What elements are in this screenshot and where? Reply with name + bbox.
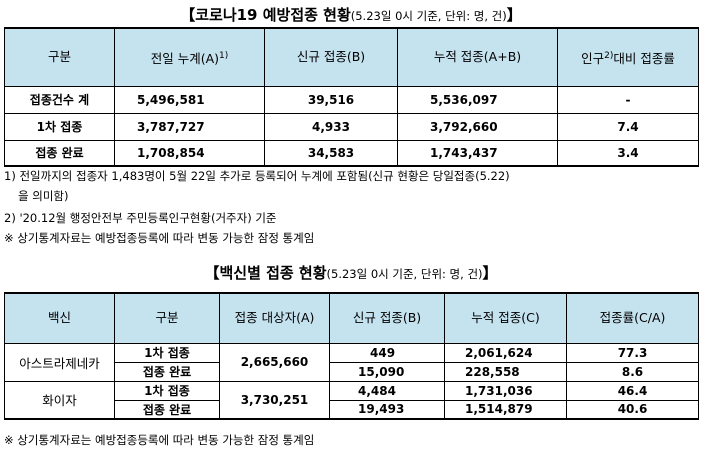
cell-new: 449: [329, 342, 445, 363]
header-category: 구분: [114, 292, 220, 344]
cell-cum: 5,536,097: [397, 85, 558, 114]
cell-cum: 1,731,036: [444, 380, 567, 401]
table-row: 접종 완료 1,708,854 34,583 1,743,437 3.4: [4, 139, 699, 167]
table-row: 접종 완료 19,493 1,514,879 40.6: [4, 399, 699, 420]
table-row: 화이자 1차 접종 3,730,251 4,484 1,731,036 46.4: [4, 380, 699, 420]
cell-rate: -: [557, 85, 699, 114]
row-label: 접종건수 계: [4, 85, 115, 114]
cell-rate: 46.4: [566, 380, 699, 401]
table1-title-end: 】: [506, 6, 522, 24]
footnote-2: 2) '20.12월 행정안전부 주민등록인구현황(거주자) 기준: [4, 211, 277, 225]
footnote-1-line-1: 1) 전일까지의 접종자 1,483명이 5월 22일 추가로 등록되어 누계에…: [4, 169, 510, 183]
cell-rate: 8.6: [566, 361, 699, 382]
cell-cum: 228,558: [444, 361, 567, 382]
cell-rate: 77.3: [566, 342, 699, 363]
header-target: 접종 대상자(A): [219, 292, 330, 344]
table2-header-row: 백신 구분 접종 대상자(A) 신규 접종(B) 누적 접종(C) 접종률(C/…: [4, 292, 699, 344]
cell-prev: 1,708,854: [114, 139, 265, 167]
header-cumulative: 누적 접종(C): [444, 292, 567, 344]
table2-title: 【백신별 접종 현황(5.23일 0시 기준, 단위: 명, 건)】: [0, 262, 702, 283]
header-new: 신규 접종(B): [329, 292, 445, 344]
vaccination-status-table: 구분 전일 누계(A)1) 신규 접종(B) 누적 접종(A+B) 인구2)대비…: [4, 27, 699, 167]
table1-title-main: 【코로나19 예방접종 현황: [180, 6, 351, 24]
vaccine-status-table: 백신 구분 접종 대상자(A) 신규 접종(B) 누적 접종(C) 접종률(C/…: [4, 292, 699, 420]
header-vaccine: 백신: [4, 292, 115, 344]
cell-new: 4,484: [329, 380, 445, 401]
header-category: 구분: [4, 27, 115, 87]
row-label: 접종 완료: [114, 399, 220, 420]
table1-header-row: 구분 전일 누계(A)1) 신규 접종(B) 누적 접종(A+B) 인구2)대비…: [4, 27, 699, 87]
footnote-1-line-2: 을 의미함): [18, 189, 69, 203]
cell-rate: 7.4: [557, 112, 699, 141]
header-new: 신규 접종(B): [264, 27, 398, 87]
header-pop-rate: 인구2)대비 접종률: [557, 27, 699, 87]
row-label: 접종 완료: [4, 139, 115, 167]
vaccine-name: 아스트라제네카: [4, 342, 115, 382]
header-rate: 접종률(C/A): [566, 292, 699, 344]
cell-new: 39,516: [264, 85, 398, 114]
vaccine-name: 화이자: [4, 380, 115, 420]
cell-cum: 2,061,624: [444, 342, 567, 363]
table-row: 1차 접종 3,787,727 4,933 3,792,660 7.4: [4, 112, 699, 141]
row-label: 1차 접종: [114, 342, 220, 363]
cell-prev: 5,496,581: [114, 85, 265, 114]
table2-title-end: 】: [482, 264, 498, 282]
cell-new: 15,090: [329, 361, 445, 382]
cell-cum: 3,792,660: [397, 112, 558, 141]
cell-target: 3,730,251: [219, 380, 330, 420]
row-label: 1차 접종: [4, 112, 115, 141]
footnote-table2: ※ 상기통계자료는 예방접종등록에 따라 변동 가능한 잠정 통계임: [4, 433, 315, 447]
header-cumulative: 누적 접종(A+B): [397, 27, 558, 87]
table-row: 아스트라제네카 1차 접종 2,665,660 449 2,061,624 77…: [4, 342, 699, 382]
table-row: 접종건수 계 5,496,581 39,516 5,536,097 -: [4, 85, 699, 114]
cell-rate: 40.6: [566, 399, 699, 420]
cell-new: 34,583: [264, 139, 398, 167]
cell-prev: 3,787,727: [114, 112, 265, 141]
cell-rate: 3.4: [557, 139, 699, 167]
cell-cum: 1,514,879: [444, 399, 567, 420]
header-prev-total: 전일 누계(A)1): [114, 27, 265, 87]
row-label: 접종 완료: [114, 361, 220, 382]
row-label: 1차 접종: [114, 380, 220, 401]
table1-title: 【코로나19 예방접종 현황(5.23일 0시 기준, 단위: 명, 건)】: [0, 4, 702, 25]
cell-new: 4,933: [264, 112, 398, 141]
footnote-3: ※ 상기통계자료는 예방접종등록에 따라 변동 가능한 잠정 통계임: [4, 231, 315, 245]
cell-cum: 1,743,437: [397, 139, 558, 167]
table1-title-sub: (5.23일 0시 기준, 단위: 명, 건): [350, 9, 507, 23]
table2-title-main: 【백신별 접종 현황: [204, 264, 327, 282]
table2-title-sub: (5.23일 0시 기준, 단위: 명, 건): [326, 267, 483, 281]
cell-new: 19,493: [329, 399, 445, 420]
cell-target: 2,665,660: [219, 342, 330, 382]
